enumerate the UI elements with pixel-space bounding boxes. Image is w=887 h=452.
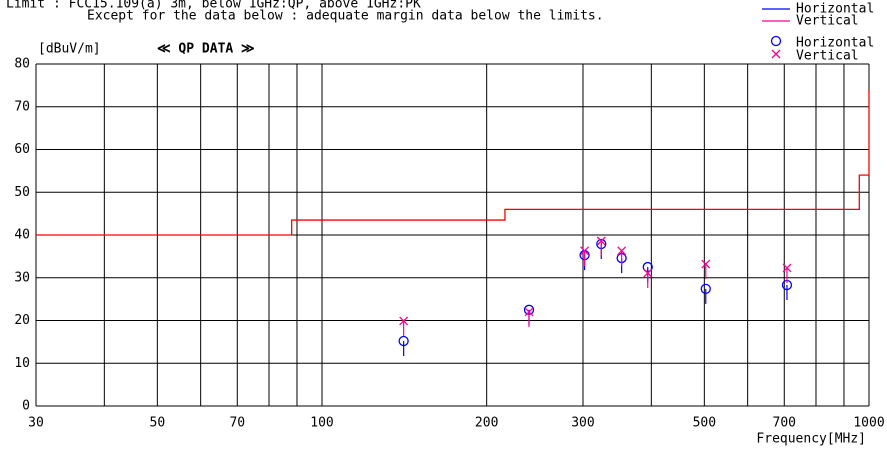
point [642,261,653,273]
point [398,335,409,347]
point [580,246,590,256]
y-tick-label: 10 [14,356,30,371]
y-tick-label: 0 [22,399,30,414]
note: Limit : FCC15.109(a) 3m, below 1GHz:QP, … [6,0,421,12]
x-tick-label: 500 [693,416,716,431]
x-tick-label: 50 [150,416,166,431]
x-axis-label: Frequency[MHz] [756,432,866,447]
x-tick-label: 200 [475,416,498,431]
point [524,307,534,317]
point [643,268,653,278]
y-tick-label: 40 [14,228,30,243]
point [782,263,792,273]
point [399,316,409,326]
y-axis-label: [dBuV/m] [38,42,101,57]
point [701,259,711,269]
y-tick-label: 30 [14,270,30,285]
chart-title: ≪ QP DATA ≫ [157,42,255,57]
legend-label: Horizontal [796,36,874,51]
x-tick-label: 700 [773,416,796,431]
x-tick-label: 30 [28,416,44,431]
y-tick-label: 20 [14,313,30,328]
point [596,236,606,246]
legend-swatch [770,35,782,47]
limit-line [36,89,870,236]
legend-swatch [771,49,781,59]
legend-label: Vertical [796,14,859,29]
y-tick-label: 60 [14,142,30,157]
legend-label: Vertical [796,49,859,64]
legend-label: Horizontal [796,2,874,17]
point [617,246,627,256]
y-tick-label: 80 [14,57,30,72]
x-tick-label: 100 [310,416,333,431]
point [700,283,711,295]
x-tick-label: 70 [229,416,245,431]
y-tick-label: 70 [14,99,30,114]
x-tick-label: 1000 [853,416,884,431]
note: Except for the data below : adequate mar… [87,9,604,24]
y-tick-label: 50 [14,185,30,200]
x-tick-label: 300 [571,416,594,431]
